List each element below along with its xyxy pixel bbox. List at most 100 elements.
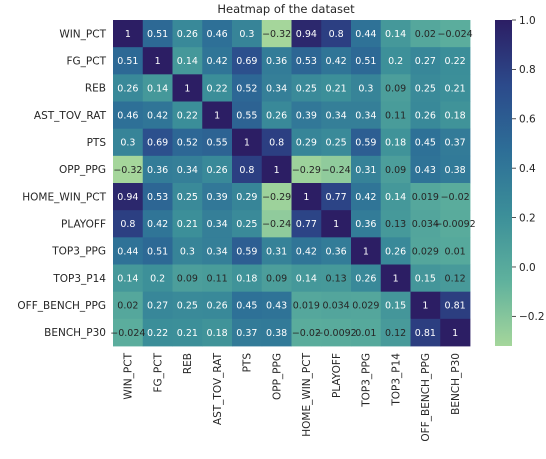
cell-value-label: −0.29	[292, 165, 321, 176]
heatmap-cell	[261, 237, 292, 265]
heatmap-cell	[440, 264, 471, 293]
heatmap-cell	[291, 264, 322, 293]
cell-value-label: 0.09	[385, 83, 406, 94]
x-tick-label: OFF_BENCH_PPG	[420, 353, 432, 442]
colorbar-tick-label: 0.6	[519, 114, 536, 126]
cell-value-label: 0.029	[352, 301, 379, 312]
cell-value-label: 0.38	[445, 165, 466, 176]
cell-value-label: 0.8	[269, 138, 284, 149]
cell-value-label: 0.25	[296, 83, 317, 94]
cell-value-label: 0.22	[147, 328, 168, 339]
heatmap-cell	[113, 237, 144, 265]
heatmap-cell	[232, 210, 263, 238]
cell-value-label: 0.25	[236, 219, 257, 230]
heatmap-cell	[410, 47, 441, 75]
heatmap-cell	[172, 74, 203, 102]
heatmap-cell	[410, 237, 441, 265]
x-tick-label: TOP3_P14	[390, 353, 402, 407]
cell-value-label: 1	[214, 110, 220, 121]
heatmap-cell	[142, 47, 173, 75]
heatmap-cell	[321, 210, 352, 238]
heatmap-cell	[172, 237, 203, 265]
y-tick-label: OFF_BENCH_PPG	[17, 300, 106, 312]
cell-value-label: 0.18	[445, 110, 466, 121]
cell-value-label: 0.51	[355, 56, 376, 67]
cell-value-label: 0.36	[326, 246, 347, 257]
colorbar-tick-label: 0.2	[519, 212, 536, 224]
cell-value-label: 0.019	[293, 301, 320, 312]
heatmap-cell	[351, 210, 382, 238]
x-tick-label: HOME_WIN_PCT	[301, 352, 313, 436]
cell-value-label: 0.21	[445, 83, 466, 94]
heatmap-cell	[142, 101, 173, 130]
cell-value-label: 0.69	[236, 56, 257, 67]
y-tick-label: REB	[85, 83, 106, 95]
heatmap-cell	[202, 128, 233, 157]
cell-value-label: 0.02	[415, 29, 436, 40]
cell-value-label: −0.24	[322, 165, 351, 176]
cell-value-label: 0.94	[117, 192, 138, 203]
heatmap-cell	[351, 101, 382, 130]
cell-value-label: −0.024	[438, 29, 473, 40]
cell-value-label: 0.43	[266, 301, 287, 312]
heatmap-cell	[410, 264, 441, 293]
heatmap-cell	[142, 318, 173, 347]
heatmap-cell	[172, 128, 203, 157]
x-tick-label: PLAYOFF	[331, 353, 343, 398]
heatmap-cell	[142, 74, 173, 102]
heatmap-cell	[232, 183, 263, 211]
cell-value-label: 0.53	[296, 56, 317, 67]
heatmap-cell	[172, 47, 203, 75]
heatmap-cell	[202, 264, 233, 293]
cell-value-label: 0.26	[266, 110, 287, 121]
cell-value-label: 0.8	[329, 29, 344, 40]
cell-value-label: 0.27	[415, 56, 436, 67]
colorbar-tick-labels: −0.2 0.0 0.2 0.4 0.6 0.8 1.0	[512, 15, 545, 323]
colorbar	[495, 20, 512, 346]
heatmap-cell	[321, 183, 352, 211]
cell-value-label: 0.01	[445, 246, 466, 257]
heatmap-cell	[351, 128, 382, 157]
cell-value-label: 0.12	[385, 328, 406, 339]
heatmap-cell	[321, 237, 352, 265]
cell-value-label: 0.77	[326, 192, 347, 203]
cell-value-label: 0.42	[296, 246, 317, 257]
heatmap-cell	[113, 291, 144, 320]
cell-value-label: 0.26	[415, 110, 436, 121]
cell-value-label: 0.52	[236, 83, 257, 94]
y-tick-label: PTS	[87, 137, 107, 149]
y-tick-label: OPP_PPG	[59, 164, 106, 176]
cell-value-label: 0.43	[415, 165, 436, 176]
x-tick-label: AST_TOV_RAT	[212, 352, 224, 425]
heatmap-cell	[113, 264, 144, 293]
heatmap-cell	[440, 128, 471, 157]
cell-value-label: 0.55	[207, 138, 228, 149]
heatmap-cell	[261, 101, 292, 130]
cell-value-label: 0.09	[266, 273, 287, 284]
heatmap-cell	[321, 128, 352, 157]
cell-value-label: 1	[274, 165, 280, 176]
heatmap-cell	[113, 155, 144, 184]
cell-value-label: 0.12	[445, 273, 466, 284]
colorbar-tick-label: 1.0	[519, 15, 536, 27]
heatmap-cell	[142, 291, 173, 320]
heatmap-cell	[321, 47, 352, 75]
cell-value-label: 0.39	[296, 110, 317, 121]
heatmap-cell	[410, 210, 441, 238]
heatmap-cell	[351, 47, 382, 75]
cell-value-label: 0.26	[177, 29, 198, 40]
heatmap-cell	[113, 47, 144, 75]
heatmap-cell	[380, 47, 411, 75]
cell-value-label: 0.45	[415, 138, 436, 149]
heatmap-cell	[261, 74, 292, 102]
cell-value-label: 0.42	[147, 110, 168, 121]
y-tick-label: HOME_WIN_PCT	[22, 191, 106, 203]
cell-value-label: 0.31	[355, 165, 376, 176]
x-tick-label: FG_PCT	[152, 352, 164, 392]
heatmap-cell	[291, 128, 322, 157]
heatmap-cell	[142, 20, 173, 48]
cell-value-label: 0.09	[385, 165, 406, 176]
cell-value-label: 0.019	[412, 192, 439, 203]
cell-value-label: 0.55	[236, 110, 257, 121]
x-tick-label: TOP3_PPG	[361, 353, 373, 408]
